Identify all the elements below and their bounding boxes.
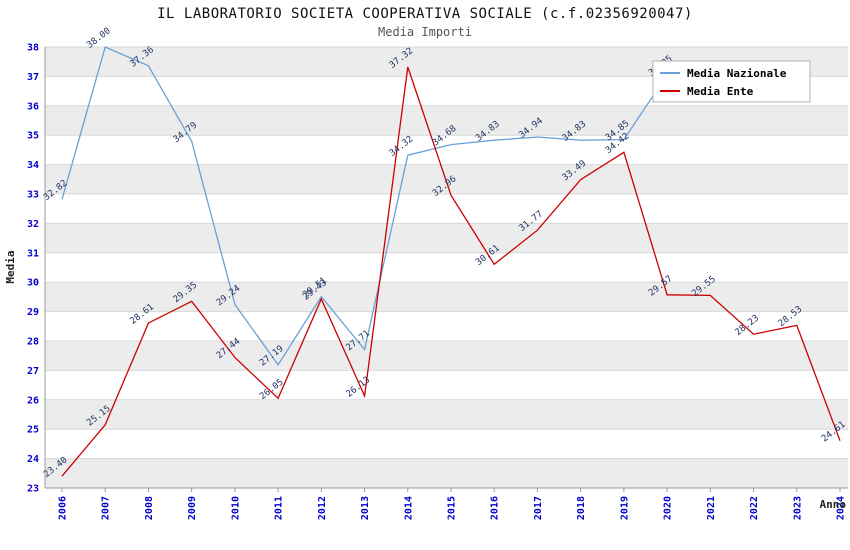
axes-ticks: 23 24 25 26 27 28 29 30 31 32 33 34 35 36 37 38 2006 2007… bbox=[27, 43, 848, 520]
x-tick-label: 2024 bbox=[836, 496, 847, 520]
series-lines bbox=[61, 46, 841, 477]
legend-box bbox=[652, 60, 811, 103]
y-tick-label: 29 bbox=[27, 307, 39, 318]
x-axis-label: Anno bbox=[820, 498, 847, 511]
x-tick-label: 2019 bbox=[619, 496, 630, 520]
y-tick-label: 37 bbox=[27, 72, 39, 83]
y-tick-label: 25 bbox=[27, 425, 39, 436]
y-tick-label: 23 bbox=[27, 484, 39, 495]
x-tick-label: 2023 bbox=[792, 496, 803, 520]
plot-bands bbox=[45, 47, 848, 488]
x-tick-label: 2022 bbox=[749, 496, 760, 520]
x-tick-label: 2014 bbox=[403, 496, 414, 520]
chart-title: IL LABORATORIO SOCIETA COOPERATIVA SOCIA… bbox=[157, 6, 693, 22]
x-tick-label: 2020 bbox=[663, 496, 674, 520]
legend-label-nazionale: Media Nazionale bbox=[687, 67, 787, 80]
y-tick-label: 32 bbox=[27, 219, 39, 230]
x-tick-label: 2013 bbox=[360, 496, 371, 520]
x-tick-label: 2007 bbox=[101, 496, 112, 520]
y-tick-label: 34 bbox=[27, 160, 39, 171]
y-tick-label: 33 bbox=[27, 190, 39, 201]
x-tick-label: 2010 bbox=[230, 496, 241, 520]
x-tick-label: 2021 bbox=[706, 496, 717, 520]
y-tick-label: 38 bbox=[27, 43, 39, 54]
legend-label-ente: Media Ente bbox=[687, 85, 754, 98]
x-tick-label: 2016 bbox=[490, 496, 501, 520]
x-tick-label: 2006 bbox=[58, 496, 69, 520]
x-tick-label: 2017 bbox=[533, 496, 544, 520]
x-tick-label: 2008 bbox=[144, 496, 155, 520]
legend: Media Nazionale Media Ente bbox=[652, 60, 811, 103]
x-tick-label: 2015 bbox=[447, 496, 458, 520]
y-tick-label: 28 bbox=[27, 337, 39, 348]
series-line-media-ente bbox=[61, 66, 841, 477]
y-tick-label: 35 bbox=[27, 131, 39, 142]
gridlines bbox=[45, 46, 848, 489]
y-tick-label: 24 bbox=[27, 454, 39, 465]
x-tick-label: 2011 bbox=[274, 496, 285, 520]
y-tick-label: 27 bbox=[27, 366, 39, 377]
x-tick-label: 2018 bbox=[576, 496, 587, 520]
x-tick-label: 2009 bbox=[187, 496, 198, 520]
chart-subtitle: Media Importi bbox=[378, 25, 472, 39]
series-line-media-nazionale bbox=[61, 46, 668, 366]
y-tick-label: 30 bbox=[27, 278, 39, 289]
y-tick-label: 31 bbox=[27, 248, 39, 259]
x-tick-label: 2012 bbox=[317, 496, 328, 520]
y-tick-label: 26 bbox=[27, 395, 39, 406]
y-tick-label: 36 bbox=[27, 101, 39, 112]
y-axis-label: Media bbox=[4, 250, 17, 283]
